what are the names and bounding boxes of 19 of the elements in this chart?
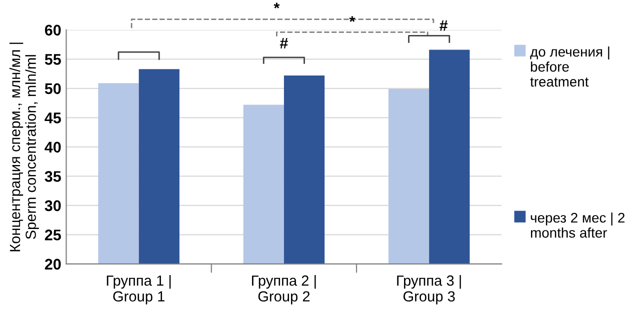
x-tick-label: Группа 3 | Group 3 bbox=[397, 275, 461, 304]
annotation: # bbox=[280, 38, 288, 48]
legend-label: до лечения | before treatment bbox=[530, 46, 610, 87]
y-tick-label: 25 bbox=[44, 230, 61, 240]
y-tick-label: 50 bbox=[44, 83, 61, 94]
y-tick-label: 30 bbox=[44, 200, 61, 212]
annotation: # bbox=[440, 20, 448, 31]
legend-label: через 2 мес | 2 months after bbox=[530, 212, 625, 238]
text: * bbox=[274, 2, 280, 8]
y-tick-label: 45 bbox=[44, 112, 61, 124]
y-tick-label: 60 bbox=[44, 24, 61, 36]
text: * bbox=[349, 16, 356, 22]
y-tick-label: 20 bbox=[44, 258, 61, 270]
x-tick-label: Группа 1 | Group 1 bbox=[106, 275, 171, 304]
y-axis-title: Концентрация сперм., млн/мл | Sperm concentration, mln/ml bbox=[9, 42, 39, 252]
y-tick-label: 55 bbox=[44, 54, 61, 65]
x-tick-label: Группа 2 | Group 2 bbox=[252, 275, 316, 304]
y-tick-label: 35 bbox=[44, 171, 61, 182]
y-tick-label: 40 bbox=[44, 142, 61, 153]
